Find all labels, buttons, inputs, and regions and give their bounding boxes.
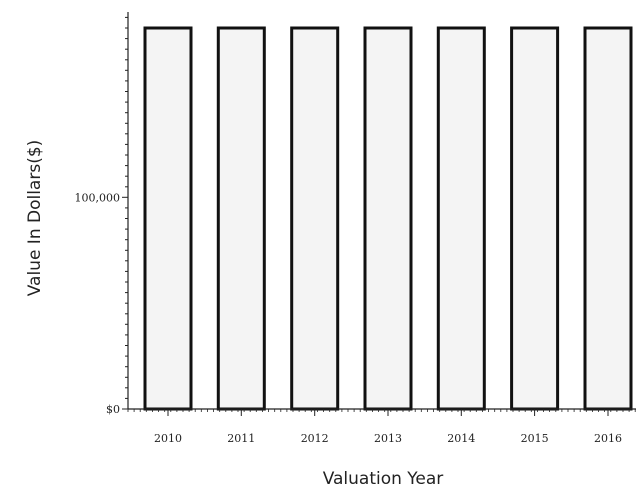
axes-layer: $0 100,000 2010 2011 2012 2013 2014 2015 2016 [75, 12, 636, 445]
y-axis-title: Value In Dollars($) [25, 140, 45, 297]
bar-2016 [583, 26, 633, 411]
bar-2011 [216, 26, 266, 411]
bar-2013 [363, 26, 413, 411]
x-tick-label-2011: 2011 [227, 432, 255, 445]
bars-layer [143, 26, 633, 411]
x-tick-label-2010: 2010 [154, 432, 182, 445]
x-tick-label-2013: 2013 [374, 432, 402, 445]
x-tick-label-2012: 2012 [301, 432, 329, 445]
bar-2014 [436, 26, 486, 411]
x-tick-label-2015: 2015 [521, 432, 549, 445]
bar-2010 [143, 26, 193, 411]
x-tick-label-2014: 2014 [447, 432, 475, 445]
y-tick-label: $0 [106, 403, 120, 416]
bar-2012 [290, 26, 340, 411]
x-axis-title: Valuation Year [323, 469, 444, 489]
x-tick-label-2016: 2016 [594, 432, 622, 445]
y-tick-label: 100,000 [75, 191, 121, 204]
bar-2015 [510, 26, 560, 411]
